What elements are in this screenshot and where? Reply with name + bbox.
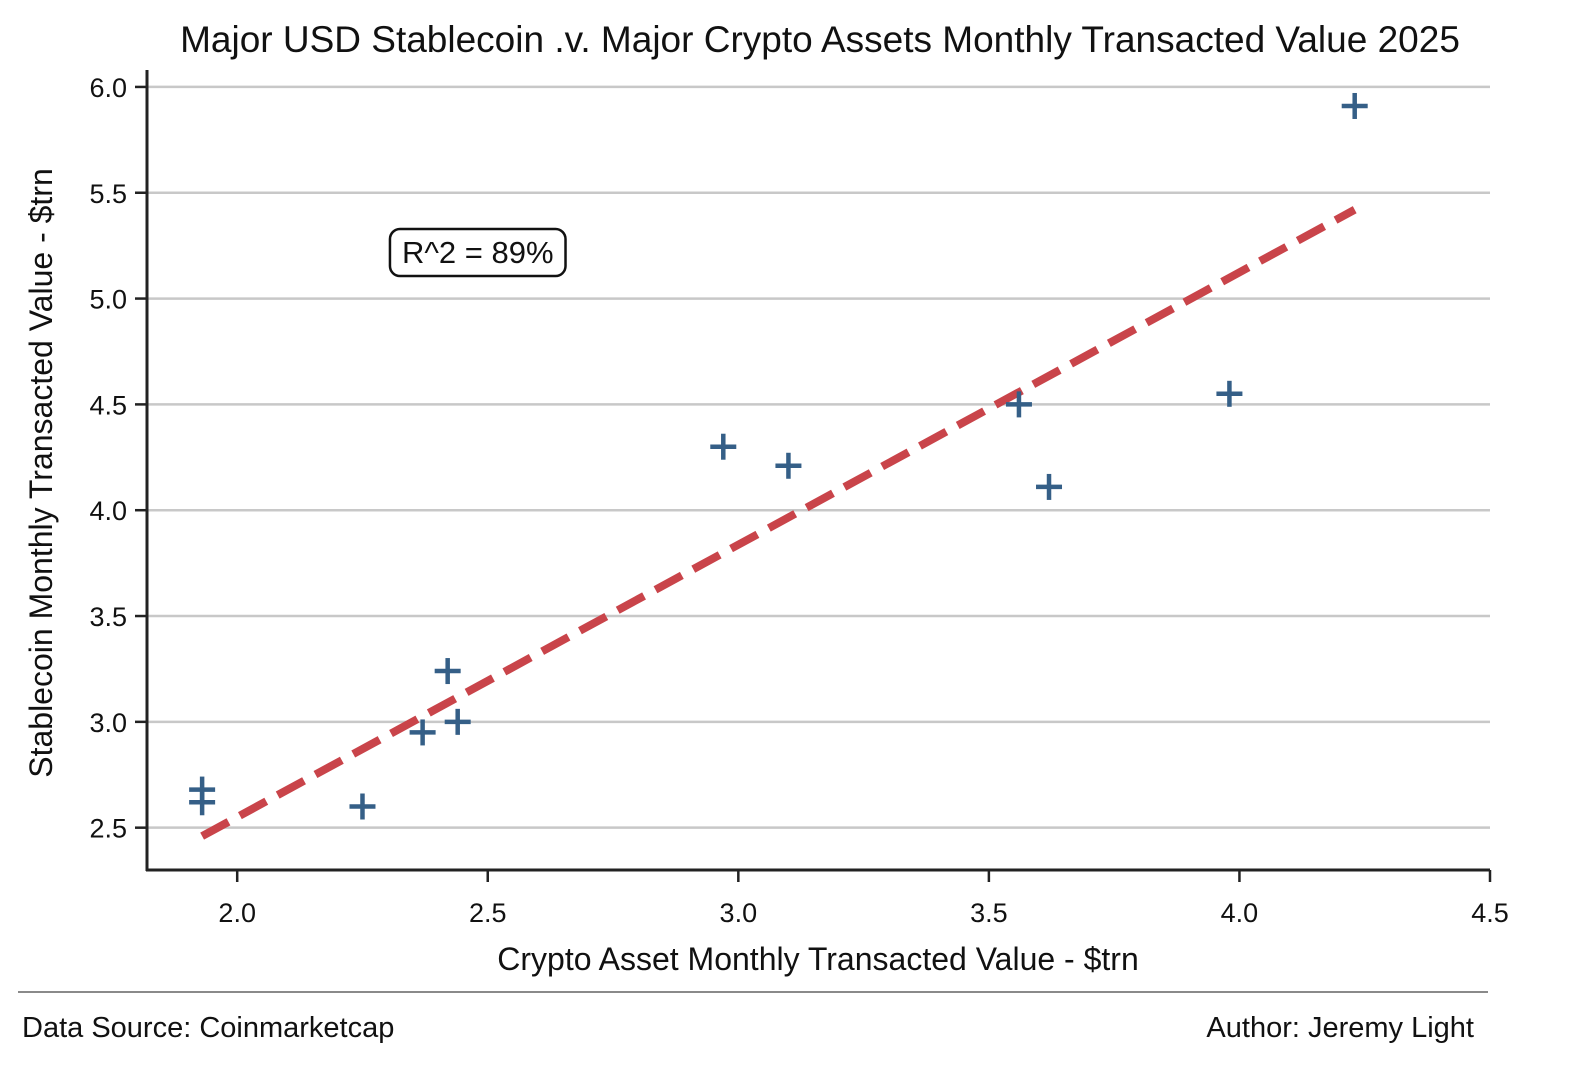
data-point: [1341, 92, 1368, 119]
y-tick-label: 2.5: [89, 814, 127, 844]
data-point: [349, 793, 376, 820]
data-point: [189, 789, 216, 816]
y-tick-label: 3.0: [89, 708, 127, 738]
y-tick-label: 3.5: [89, 602, 127, 632]
x-tick-label: 2.5: [469, 898, 507, 928]
trendline-group: [200, 206, 1357, 840]
y-tick-label: 5.5: [89, 179, 127, 209]
data-point: [434, 658, 461, 685]
x-tick-label: 3.0: [720, 898, 758, 928]
data-point: [1216, 380, 1243, 407]
data-point: [1005, 391, 1032, 418]
x-tick-label: 2.0: [218, 898, 256, 928]
data-source-note: Data Source: Coinmarketcap: [22, 1012, 395, 1044]
annotation-text: R^2 = 89%: [402, 235, 554, 270]
y-tick-label: 6.0: [89, 73, 127, 103]
y-axis-label: Stablecoin Monthly Transacted Value - $t…: [23, 168, 59, 778]
data-point: [710, 433, 737, 460]
footer-divider: [18, 991, 1488, 993]
trendline: [200, 206, 1357, 840]
r-squared-annotation: R^2 = 89%: [388, 227, 567, 278]
data-point: [444, 708, 471, 735]
y-tick-label: 4.5: [89, 390, 127, 420]
annotation-box: [388, 227, 567, 278]
x-axis-label: Crypto Asset Monthly Transacted Value - …: [497, 941, 1138, 977]
ticks: 2.5 3.0 3.5 4.0 4.5 5.0 5.5 6.0 2.0 2.5 3.0 3.5 4.0 4…: [89, 73, 1508, 928]
data-points: [189, 92, 1368, 820]
x-tick-label: 4.5: [1471, 898, 1509, 928]
data-point: [409, 719, 436, 746]
chart-title: Major USD Stablecoin .v. Major Crypto As…: [180, 19, 1460, 60]
y-tick-label: 4.0: [89, 496, 127, 526]
y-tick-label: 5.0: [89, 285, 127, 315]
x-tick-label: 3.5: [970, 898, 1008, 928]
gridlines: [147, 85, 1490, 829]
data-point: [775, 452, 802, 479]
author-note: Author: Jeremy Light: [1206, 1012, 1474, 1044]
x-tick-label: 4.0: [1221, 898, 1259, 928]
data-point: [1036, 473, 1063, 500]
axes: [145, 70, 1490, 872]
